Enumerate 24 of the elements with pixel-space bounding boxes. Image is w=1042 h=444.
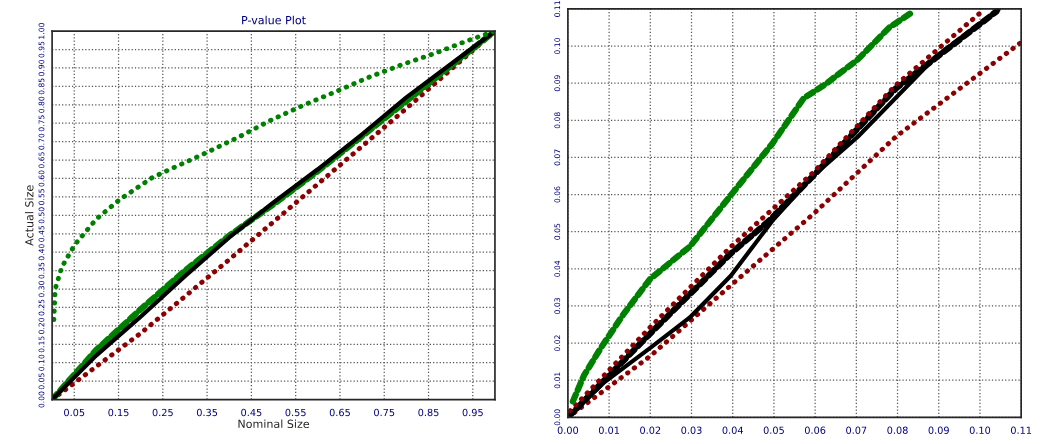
y-axis-title: Actual Size [24, 185, 34, 246]
x-tick-label: 0.07 [846, 426, 867, 434]
x-tick-label: 0.11 [1010, 426, 1032, 434]
x-tick-label: 0.95 [462, 408, 483, 417]
x-tick-label: 0.01 [598, 426, 620, 434]
x-tick-label: 0.05 [64, 408, 85, 417]
x-tick-label: 0.45 [241, 408, 262, 417]
x-tick-label: 0.65 [329, 408, 350, 417]
x-tick-label: 0.10 [969, 426, 991, 434]
x-tick-label: 0.06 [804, 426, 826, 434]
x-tick-label: 0.04 [722, 426, 743, 434]
chart-title: P-value Plot [242, 15, 306, 25]
x-tick-label: 0.75 [374, 408, 395, 417]
x-tick-label: 0.25 [152, 408, 173, 417]
x-tick-label: 0.08 [887, 426, 908, 434]
x-tick-label: 0.02 [640, 426, 661, 434]
x-tick-label: 0.85 [418, 408, 439, 417]
x-tick-label: 0.55 [285, 408, 306, 417]
x-tick-label: 0.15 [108, 408, 129, 417]
x-axis-title: Nominal Size [238, 419, 310, 429]
x-tick-label: 0.35 [196, 408, 218, 417]
x-tick-label: 0.09 [928, 426, 949, 434]
x-tick-label: 0.03 [681, 426, 702, 434]
x-tick-label: 0.05 [763, 426, 784, 434]
